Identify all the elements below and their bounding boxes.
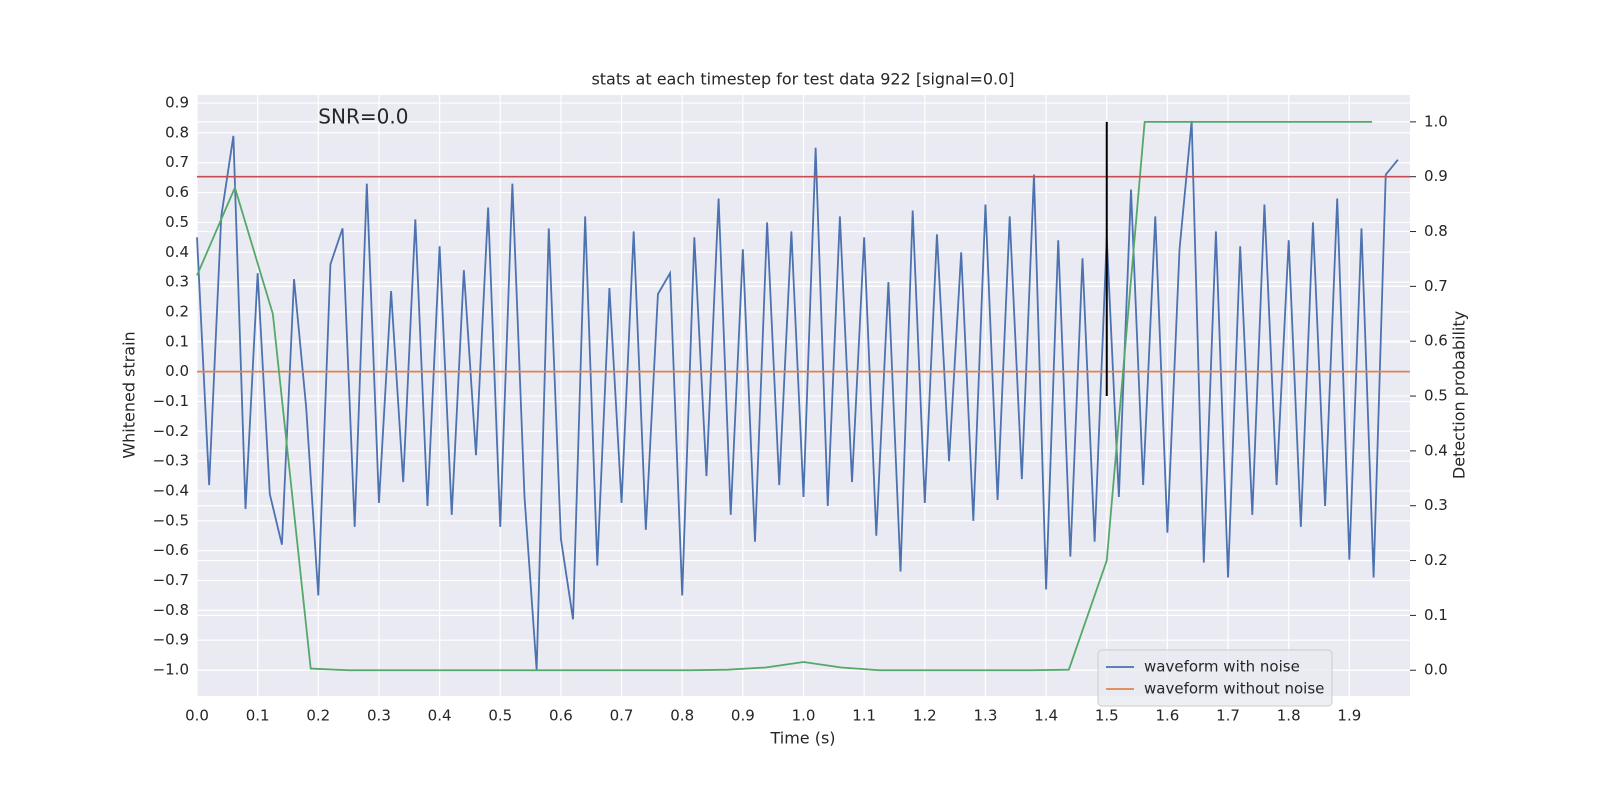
y2-axis-label: Detection probability (1450, 311, 1469, 479)
x-tick-label: 1.8 (1277, 707, 1301, 725)
x-tick-label: 0.0 (185, 707, 209, 725)
y2-tick-label: 0.8 (1424, 222, 1448, 240)
x-axis-label: Time (s) (769, 729, 835, 748)
legend-label: waveform without noise (1144, 680, 1324, 698)
y-tick-label: −0.5 (153, 511, 189, 529)
y-axis-label: Whitened strain (120, 331, 139, 458)
x-tick-label: 0.6 (549, 707, 573, 725)
x-tick-label: 1.0 (792, 707, 816, 725)
x-tick-label: 1.1 (852, 707, 876, 725)
y2-tick-label: 0.3 (1424, 496, 1448, 514)
y-tick-label: −0.7 (153, 571, 189, 589)
y-tick-label: −0.4 (153, 481, 189, 499)
x-tick-label: 0.3 (367, 707, 391, 725)
series-line (196, 120, 1373, 672)
x-tick-label: 1.5 (1095, 707, 1119, 725)
x-tick-label: 1.9 (1337, 707, 1361, 725)
x-tick-label: 0.1 (246, 707, 270, 725)
x-tick-label: 1.4 (1034, 707, 1058, 725)
y-tick-label: 0.2 (165, 302, 189, 320)
y-tick-label: −0.3 (153, 452, 189, 470)
y-tick-label: 0.9 (165, 94, 189, 112)
y2-tick-label: 0.6 (1424, 332, 1448, 350)
x-tick-label: 0.9 (731, 707, 755, 725)
y-tick-label: −0.1 (153, 392, 189, 410)
y-tick-label: −0.9 (153, 631, 189, 649)
y-tick-label: −1.0 (153, 661, 189, 679)
y2-tick-label: 0.9 (1424, 167, 1448, 185)
annotation: SNR=0.0 (318, 104, 408, 128)
legend-box (1097, 649, 1333, 707)
x-tick-label: 1.2 (913, 707, 937, 725)
x-tick-label: 0.5 (488, 707, 512, 725)
y-tick-label: 0.7 (165, 153, 189, 171)
x-tick-label: 1.3 (974, 707, 998, 725)
y-tick-label: 0.6 (165, 183, 189, 201)
y-tick-label: −0.6 (153, 541, 189, 559)
x-tick-label: 1.7 (1216, 707, 1240, 725)
y-tick-label: 0.1 (165, 332, 189, 350)
series-line (196, 120, 1399, 671)
y-tick-label: 0.4 (165, 243, 189, 261)
y2-tick-label: 0.0 (1424, 661, 1448, 679)
y2-tick-label: 0.7 (1424, 277, 1448, 295)
x-tick-label: 0.4 (428, 707, 452, 725)
chart-title: stats at each timestep for test data 922… (591, 70, 1014, 89)
y-tick-label: −0.8 (153, 601, 189, 619)
x-tick-label: 1.6 (1155, 707, 1179, 725)
y-tick-label: 0.3 (165, 273, 189, 291)
y2-tick-label: 1.0 (1424, 112, 1448, 130)
legend-label: waveform with noise (1144, 658, 1300, 676)
y2-tick-label: 0.4 (1424, 441, 1448, 459)
x-tick-label: 0.7 (610, 707, 634, 725)
y-tick-label: 0.0 (165, 362, 189, 380)
y2-tick-label: 0.1 (1424, 606, 1448, 624)
y2-tick-label: 0.2 (1424, 551, 1448, 569)
y2-tick-label: 0.5 (1424, 387, 1448, 405)
y-tick-label: −0.2 (153, 422, 189, 440)
x-tick-label: 0.8 (670, 707, 694, 725)
y-tick-label: 0.8 (165, 123, 189, 141)
x-tick-label: 0.2 (306, 707, 330, 725)
y-tick-label: 0.5 (165, 213, 189, 231)
